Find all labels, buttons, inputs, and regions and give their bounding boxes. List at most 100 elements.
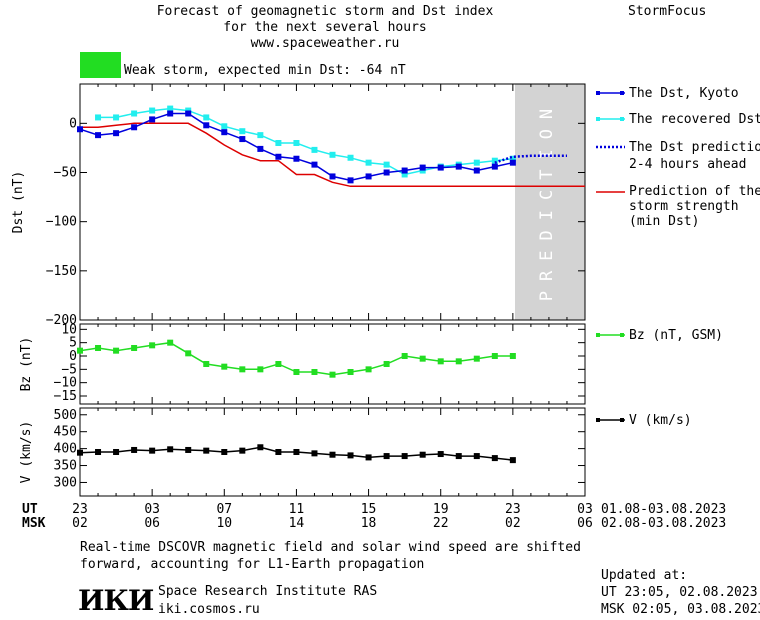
v-point (347, 452, 354, 459)
dst-kyoto-point (95, 132, 102, 139)
y-tick-label: 400 (54, 442, 77, 457)
bz-point (365, 366, 372, 373)
legend-dst-prediction-1: The Dst prediction (629, 140, 760, 155)
v-point (257, 444, 264, 451)
v-point (473, 453, 480, 460)
dst-recovered-point (347, 154, 354, 161)
bz-panel-frame (79, 323, 586, 405)
legend-dst-recovered-marker (620, 117, 624, 121)
v-point (365, 454, 372, 461)
ut-date-range: 01.08-03.08.2023 (601, 502, 726, 517)
legend: The Dst, Kyoto The recovered Dst The Dst… (596, 86, 760, 428)
v-point (95, 449, 102, 455)
dst-recovered-point (383, 161, 390, 168)
y-tick-label: −5 (61, 362, 77, 377)
v-point (149, 447, 156, 454)
legend-v-marker (620, 418, 624, 422)
legend-dst-kyoto: The Dst, Kyoto (629, 86, 739, 101)
bz-point (347, 369, 354, 375)
v-point (239, 447, 246, 454)
v-point (455, 453, 462, 460)
brand-name: StormFocus (628, 4, 707, 19)
bz-point (239, 366, 246, 373)
bz-point (311, 369, 318, 375)
ut-tick-label: 23 (72, 502, 88, 517)
legend-dst-prediction-2: 2-4 hours ahead (629, 157, 746, 172)
prediction-label: PREDICTION (537, 99, 557, 301)
msk-tick-label: 06 (144, 516, 160, 531)
dst-kyoto-point (239, 136, 246, 143)
legend-strength-1: Prediction of the (629, 184, 760, 199)
bz-point (293, 369, 300, 375)
bz-point (95, 345, 102, 351)
y-tick-label: 0 (69, 349, 77, 364)
legend-v: V (km/s) (629, 413, 692, 428)
updated-msk: MSK 02:05, 03.08.2023 (601, 602, 760, 617)
v-point (221, 449, 228, 455)
dst-prediction-line (494, 154, 567, 164)
dst-kyoto-point (365, 173, 372, 180)
dst-kyoto-point (149, 116, 156, 123)
v-point (185, 446, 192, 453)
dst-kyoto-point (221, 129, 228, 136)
dst-recovered-point (131, 110, 138, 117)
bz-point (437, 358, 444, 365)
dst-kyoto-point (491, 163, 498, 170)
website-link[interactable]: www.spaceweather.ru (250, 36, 400, 51)
legend-bz-marker (596, 333, 600, 337)
ut-tick-label: 03 (144, 502, 160, 517)
msk-date-range: 02.08-03.08.2023 (601, 516, 726, 531)
bz-point (509, 353, 516, 359)
dst-recovered-point (239, 128, 246, 135)
v-point (437, 451, 444, 458)
v-point (293, 449, 300, 455)
msk-tick-label: 06 (577, 516, 593, 531)
v-point (203, 447, 210, 454)
bz-point (149, 342, 156, 349)
storm-level-swatch (80, 52, 121, 78)
msk-tick-label: 14 (289, 516, 305, 531)
v-point (131, 446, 138, 453)
v-point (113, 449, 120, 455)
bz-point (383, 361, 390, 367)
y-tick-label: −150 (46, 264, 77, 279)
chart-title-line1: Forecast of geomagnetic storm and Dst in… (156, 4, 494, 19)
ut-tick-label: 03 (577, 502, 593, 517)
legend-dst-recovered: The recovered Dst (629, 112, 760, 127)
y-tick-label: 350 (54, 459, 77, 474)
v-point (167, 446, 174, 453)
y-tick-label: 300 (54, 475, 77, 490)
bz-point (401, 353, 408, 359)
v-point (491, 455, 498, 462)
storm-status: Weak storm, expected min Dst: -64 nT (124, 63, 406, 78)
dst-kyoto-point (275, 153, 282, 160)
bz-point (131, 345, 138, 351)
y-tick-label: 10 (61, 322, 77, 337)
v-point (383, 453, 390, 460)
ut-tick-label: 11 (289, 502, 305, 517)
dst-recovered-point (509, 155, 516, 162)
y-tick-label: −200 (46, 313, 77, 328)
institute-site-link[interactable]: iki.cosmos.ru (158, 602, 260, 617)
dst-kyoto-point (473, 167, 480, 174)
dst-kyoto-point (293, 155, 300, 162)
bz-point (77, 347, 83, 354)
dst-recovered-point (293, 140, 300, 146)
legend-v-marker (596, 418, 600, 422)
v-point (419, 451, 426, 458)
dst-axis-title: Dst (nT) (11, 171, 26, 234)
dst-recovered-point (491, 157, 498, 164)
institute-name: Space Research Institute RAS (158, 584, 378, 599)
ut-tick-label: 07 (216, 502, 232, 517)
msk-tick-label: 02 (505, 516, 521, 531)
dst-kyoto-point (347, 177, 354, 184)
dst-recovered-point (473, 159, 480, 166)
y-tick-label: 500 (54, 408, 77, 423)
bz-point (455, 358, 462, 365)
v-point (509, 457, 516, 464)
legend-strength-3: (min Dst) (629, 214, 699, 229)
bz-point (473, 355, 480, 362)
dst-recovered-point (257, 132, 264, 139)
v-point (311, 450, 318, 457)
ut-tick-label: 23 (505, 502, 521, 517)
